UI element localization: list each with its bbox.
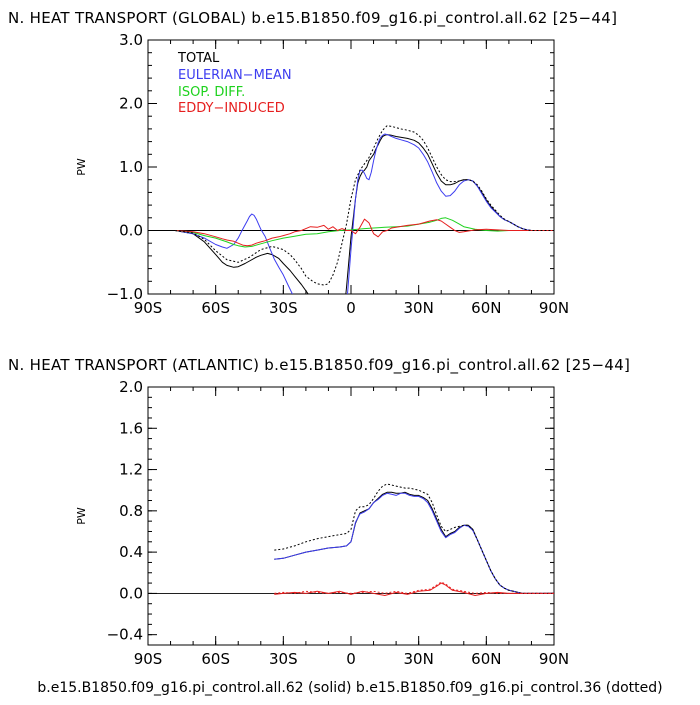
bottom-series-line-1 [274,492,554,594]
bottom-series-line-4 [274,581,554,594]
top-chart: −1.0 0.0 1.0 2.0 3.0 90S 60S 30S 0 30N 60N 90N [107,31,570,317]
bottom-y-tick-label: −0.4 [107,626,143,644]
bottom-x-tick-label: 0 [346,650,356,668]
top-series-line-0 [175,134,554,294]
top-x-tick-label: 30S [269,299,298,317]
top-y-tick-label: 1.0 [119,158,143,176]
top-series-group [175,125,554,294]
bottom-x-tick-label: 60N [471,650,501,668]
top-series-line-1 [175,133,554,294]
legend-total: TOTAL [177,51,220,66]
bottom-chart: −0.4 0.0 0.4 0.8 1.2 1.6 2.0 90S 60S 30S 0 30N 60N 90… [107,378,570,668]
bottom-y-tick-label: 0.8 [119,502,143,520]
top-y-tick-label: 3.0 [119,31,143,49]
bottom-y-tick-label: 1.6 [119,419,143,437]
top-y-tick-label: 2.0 [119,95,143,113]
bottom-x-tick-label: 60S [201,650,230,668]
top-series-line-3 [175,218,554,247]
footer-caption: b.e15.B1850.f09_g16.pi_control.all.62 (s… [37,680,662,696]
legend-eulerian-mean: EULERIAN−MEAN [178,68,292,83]
bottom-y-axis-label: PW [75,507,88,525]
top-chart-title: N. HEAT TRANSPORT (GLOBAL) b.e15.B1850.f… [8,9,617,28]
bottom-x-tick-label: 90S [134,650,163,668]
legend-isop-diff: ISOP. DIFF. [178,85,245,100]
top-series-line-2 [175,217,554,248]
top-x-tick-label: 60N [471,299,501,317]
bottom-x-tick-label: 90N [539,650,569,668]
legend-eddy-induced: EDDY−INDUCED [178,101,285,116]
top-x-tick-label: 90N [539,299,569,317]
bottom-series-line-0 [274,491,554,594]
bottom-x-tick-label: 30N [404,650,434,668]
bottom-x-tick-label: 30S [269,650,298,668]
bottom-chart-title: N. HEAT TRANSPORT (ATLANTIC) b.e15.B1850… [8,356,630,375]
top-x-tick-label: 60S [201,299,230,317]
top-y-tick-label: 0.0 [119,222,143,240]
bottom-y-tick-label: 1.2 [119,461,143,479]
top-y-axis-label: PW [75,158,88,176]
bottom-series-group [274,483,554,596]
bottom-y-tick-label: 0.0 [119,584,143,602]
top-series-line-4 [175,125,554,286]
bottom-plot-frame [147,386,555,646]
bottom-y-tick-label: 0.4 [119,543,143,561]
bottom-y-tick-label: 2.0 [119,378,143,396]
top-x-tick-label: 90S [134,299,163,317]
top-x-tick-label: 30N [404,299,434,317]
top-y-tick-label: −1.0 [107,285,143,303]
bottom-series-line-3 [274,483,554,594]
top-x-tick-label: 0 [346,299,356,317]
